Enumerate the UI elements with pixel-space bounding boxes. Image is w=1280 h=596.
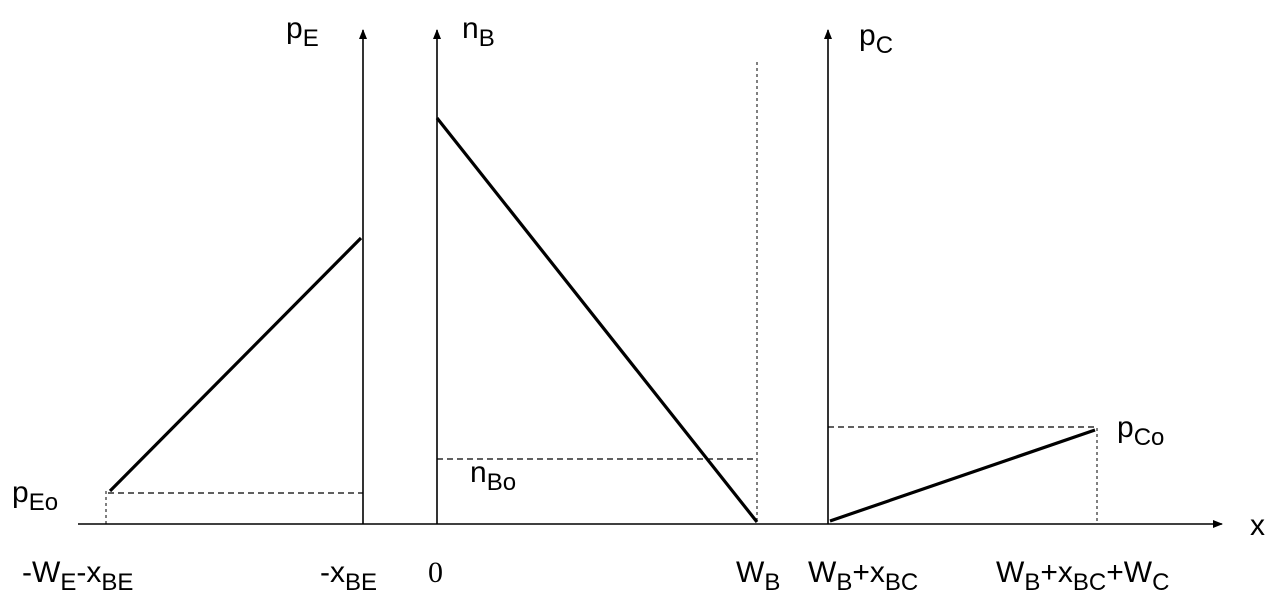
tick-base-width: WB [736, 556, 780, 596]
tick-collector-junction: WB+xBC [808, 556, 918, 596]
collector-eq-label: pCo [1117, 411, 1164, 451]
x-axis-label: x [1250, 509, 1265, 542]
tick-emitter-junction: -xBE [320, 556, 377, 596]
collector-hole-profile [829, 428, 1096, 523]
base-electron-profile [435, 117, 759, 523]
tick-origin: 0 [428, 556, 443, 589]
emitter-hole-profile [108, 236, 363, 493]
tick-collector-edge: WB+xBC+WC [996, 556, 1169, 596]
base-axis-label: nB [462, 12, 495, 52]
emitter-axis-label: pE [286, 12, 319, 52]
collector-axis-label: pC [859, 19, 893, 59]
tick-emitter-edge: -WE-xBE [22, 556, 133, 596]
base-eq-label: nBo [470, 456, 516, 496]
emitter-eq-label: pEo [12, 476, 58, 516]
